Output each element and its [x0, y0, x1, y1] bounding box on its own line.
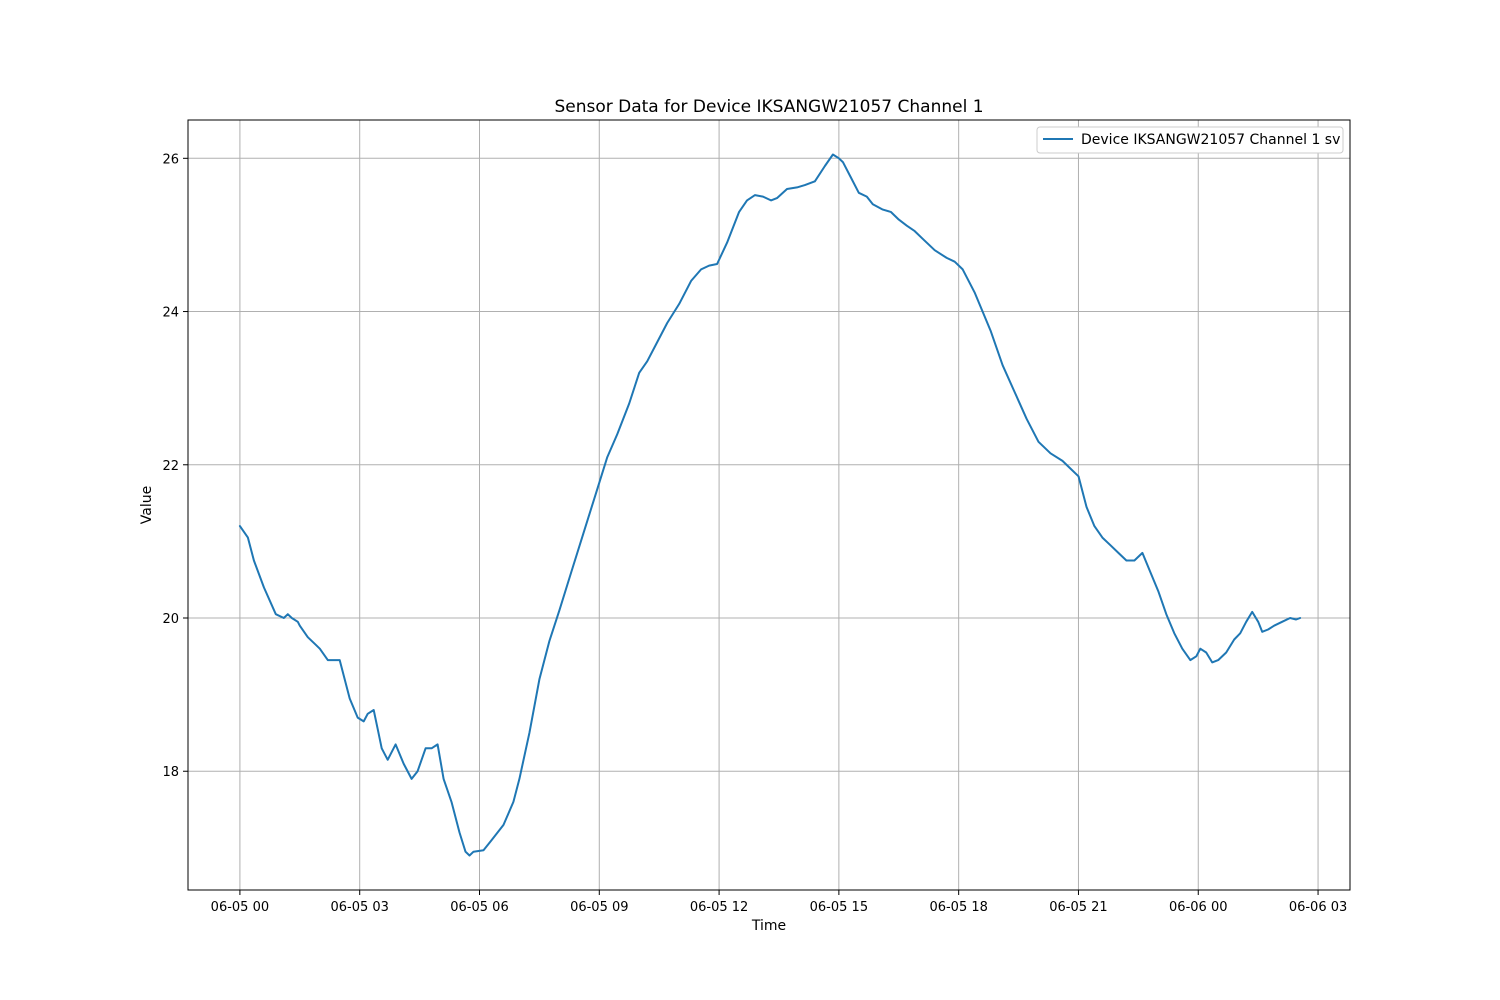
series-line-0 — [238, 153, 1302, 857]
x-tick-label: 06-05 03 — [330, 900, 388, 915]
x-tick-label: 06-05 15 — [810, 900, 868, 915]
series-layer — [238, 153, 1302, 857]
x-tick-label: 06-05 21 — [1049, 900, 1107, 915]
grid-lines — [188, 120, 1350, 890]
x-tick-label: 06-05 06 — [450, 900, 508, 915]
x-tick-label: 06-05 00 — [211, 900, 269, 915]
y-tick-label: 22 — [162, 459, 179, 474]
y-tick-label: 24 — [162, 306, 179, 321]
y-tick-label: 20 — [162, 612, 179, 627]
x-tick-label: 06-06 00 — [1169, 900, 1227, 915]
legend: Device IKSANGW21057 Channel 1 sv — [1036, 126, 1344, 154]
x-tick-label: 06-05 12 — [690, 900, 748, 915]
y-axis-label: Value — [139, 486, 155, 524]
y-axis-ticks: 18 20 22 24 26 — [162, 152, 188, 780]
chart-title: Sensor Data for Device IKSANGW21057 Chan… — [554, 97, 983, 117]
y-tick-label: 18 — [162, 765, 179, 780]
legend-box — [1036, 126, 1344, 154]
x-tick-label: 06-05 18 — [929, 900, 987, 915]
x-tick-label: 06-05 09 — [570, 900, 628, 915]
y-tick-label: 26 — [162, 152, 179, 167]
legend-entry-label: Device IKSANGW21057 Channel 1 sv — [1081, 132, 1340, 148]
x-axis-label: Time — [751, 918, 786, 934]
plot-area-frame — [187, 119, 1351, 891]
x-tick-label: 06-06 03 — [1289, 900, 1347, 915]
x-axis-ticks: 06-05 00 06-05 03 06-05 06 06-05 09 06-05 12… — [211, 890, 1347, 915]
